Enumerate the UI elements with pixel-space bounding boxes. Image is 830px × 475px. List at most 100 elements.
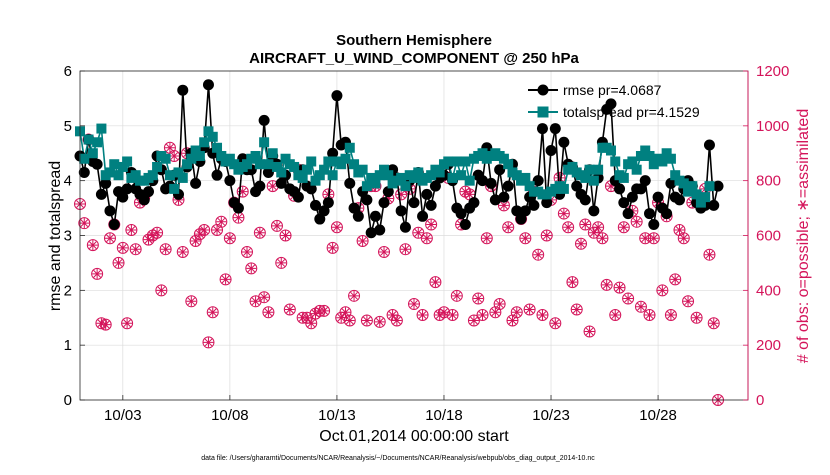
totalspread-point [259,137,270,148]
totalspread-point [383,170,394,181]
obs-assimilated-point [421,233,432,244]
obs-assimilated-point [708,318,719,329]
obs-possible-point [609,309,622,322]
y-left-tick-label: 0 [64,392,72,409]
totalspread-point [109,159,120,170]
rmse-point [305,183,317,195]
totalspread-point [567,161,578,172]
rmse-point [571,180,583,192]
rmse-point [399,221,411,233]
obs-assimilated-point [113,257,124,268]
totalspread-point [263,159,274,170]
y-right-tick-label: 800 [756,173,781,190]
obs-assimilated-point [267,181,278,192]
obs-possible-point [583,325,596,338]
rmse-point [622,208,634,220]
obs-assimilated-point [503,222,514,233]
obs-assimilated-point [576,238,586,249]
obs-assimilated-point [186,296,197,307]
totalspread-point [498,153,509,164]
totalspread-point [177,172,188,183]
y-left-tick-label: 6 [64,63,72,80]
obs-possible-point [356,234,369,247]
rmse-point [108,219,120,231]
legend-rmse-label: rmse pr=4.0687 [563,82,662,98]
totalspread-point [434,167,445,178]
obs-possible-point [476,309,489,322]
totalspread-point [370,178,381,189]
obs-possible-point [236,185,249,198]
obs-assimilated-point [220,274,231,285]
obs-possible-point [425,218,438,231]
totalspread-point [631,164,642,175]
totalspread-point [366,172,377,183]
obs-assimilated-point [301,312,312,323]
obs-possible-point [467,314,480,327]
obs-assimilated-point [417,310,428,321]
totalspread-point [160,153,171,164]
totalspread-point [164,170,175,181]
obs-possible-point [446,309,459,322]
obs-assimilated-point [212,225,223,236]
obs-possible-point [378,245,391,258]
obs-assimilated-point [263,307,274,318]
obs-assimilated-point [618,222,629,233]
rmse-point [322,197,334,209]
rmse-point [639,175,651,187]
totalspread-point [212,142,223,153]
y-right-tick-label: 400 [756,282,781,299]
rmse-point [254,180,266,192]
totalspread-point [250,150,261,161]
obs-possible-point [330,221,343,234]
obs-possible-point [707,317,720,330]
totalspread-point [695,197,706,208]
rmse-point [121,183,133,195]
obs-possible-point [502,221,515,234]
totalspread-point [584,164,595,175]
obs-assimilated-point [199,225,210,236]
y-left-tick-label: 5 [64,118,72,135]
totalspread-point [456,170,467,181]
totalspread-point [130,170,141,181]
obs-assimilated-point [280,230,291,241]
obs-assimilated-point [374,316,385,327]
obs-assimilated-point [340,307,351,318]
rmse-point [648,219,660,231]
obs-assimilated-point [383,193,394,204]
obs-assimilated-point [524,304,535,315]
rmse-point [635,183,647,195]
obs-possible-point [420,232,433,245]
obs-possible-point [159,243,172,256]
obs-possible-point [579,218,592,231]
obs-assimilated-point [400,244,411,255]
totalspread-point [289,161,300,172]
rmse-point [275,177,287,189]
totalspread-point [276,167,287,178]
totalspread-point [511,170,522,181]
obs-assimilated-point [336,312,347,323]
obs-assimilated-point [126,225,137,236]
obs-possible-point [155,284,168,297]
totalspread-point [319,164,330,175]
totalspread-point [396,172,407,183]
obs-possible-point [360,314,373,327]
obs-assimilated-point [130,244,141,255]
obs-assimilated-point [224,233,235,244]
rmse-point [485,177,497,189]
totalspread-point [524,181,535,192]
totalspread-point [657,156,668,167]
obs-possible-point [151,226,164,239]
totalspread-point [254,159,265,170]
totalspread-point [344,142,355,153]
totalspread-point [229,159,240,170]
totalspread-point [588,175,599,186]
obs-assimilated-point [614,282,625,293]
obs-assimilated-point [584,326,595,337]
totalspread-point [409,172,419,183]
x-tick-label: 10/13 [318,407,356,424]
obs-possible-point [510,306,523,319]
totalspread-point [640,145,651,156]
totalspread-point [374,170,385,181]
rmse-point [502,180,514,192]
